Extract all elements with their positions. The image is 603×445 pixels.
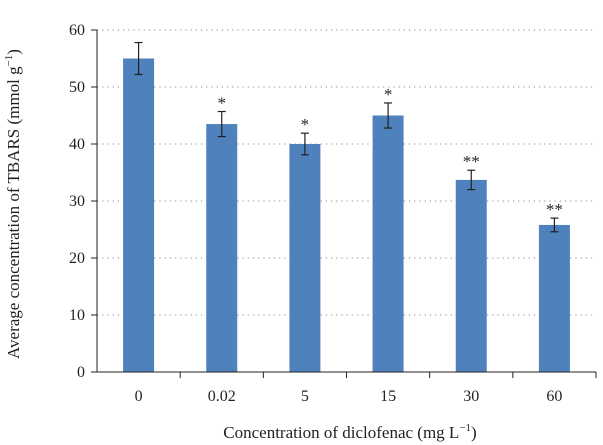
bars — [123, 58, 570, 372]
gridlines — [97, 29, 596, 316]
bar-15 — [372, 115, 404, 372]
error-bars — [134, 41, 559, 233]
bar-0.02 — [206, 124, 238, 372]
y-tick-label-60: 60 — [69, 22, 85, 39]
y-axis-label-superscript: −1 — [3, 55, 15, 67]
significance-0.02: * — [218, 94, 227, 113]
x-axis-label: Concentration of diclofenac (mg L−1) — [223, 422, 476, 442]
bar-5 — [289, 144, 321, 372]
bar-60 — [538, 224, 570, 372]
y-tick-label-30: 30 — [69, 193, 85, 210]
significance-5: * — [301, 115, 310, 134]
bar-0 — [123, 58, 155, 372]
significance-15: * — [384, 85, 393, 104]
significance-30: ** — [463, 152, 480, 171]
significance-markers: ******* — [218, 85, 563, 219]
y-tick-label-50: 50 — [69, 79, 85, 96]
x-tick-label-60: 60 — [546, 388, 562, 405]
x-tick-label-5: 5 — [301, 388, 309, 405]
bar-30 — [455, 179, 487, 372]
x-tick-label-0: 0 — [135, 388, 143, 405]
y-axis-label: Average concentration of TBARS (mmol g−1… — [3, 49, 23, 359]
y-tick-label-10: 10 — [69, 307, 85, 324]
x-tick-label-15: 15 — [380, 388, 396, 405]
x-tick-label-0.02: 0.02 — [208, 388, 236, 405]
y-tick-label-0: 0 — [77, 364, 85, 381]
x-axis-label-superscript: −1 — [459, 422, 471, 434]
significance-60: ** — [546, 200, 563, 219]
x-tick-labels: 0 0.02 5 15 30 60 — [135, 388, 563, 405]
x-tick-label-30: 30 — [463, 388, 479, 405]
y-tick-label-20: 20 — [69, 250, 85, 267]
y-tick-labels: 0 10 20 30 40 50 60 — [69, 22, 85, 381]
y-tick-label-40: 40 — [69, 136, 85, 153]
axes — [91, 29, 597, 378]
